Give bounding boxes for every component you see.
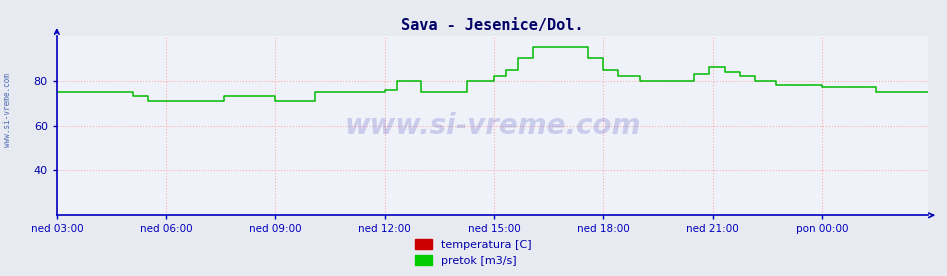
Text: www.si-vreme.com: www.si-vreme.com	[344, 112, 641, 140]
Title: Sava - Jesenice/Dol.: Sava - Jesenice/Dol.	[402, 18, 583, 33]
Text: www.si-vreme.com: www.si-vreme.com	[3, 73, 12, 147]
Legend: temperatura [C], pretok [m3/s]: temperatura [C], pretok [m3/s]	[411, 234, 536, 270]
